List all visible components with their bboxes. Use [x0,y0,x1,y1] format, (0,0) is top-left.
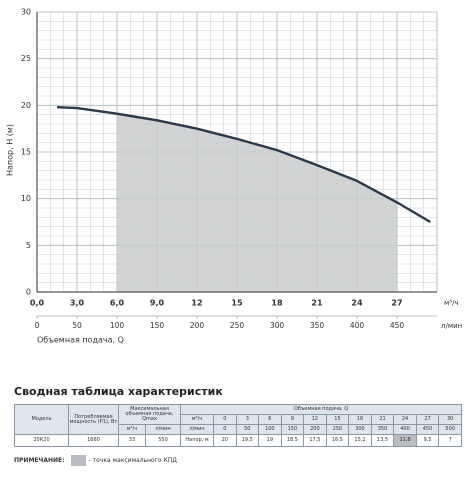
y-tick-label: 5 [26,241,31,250]
header-cell: Объемная подача, Q [180,404,462,415]
x2-tick-label: 150 [150,321,165,330]
x-tick-label: 9,0 [150,299,165,308]
table-cell: 9 [280,414,305,425]
x-tick-label: 6,0 [110,299,125,308]
x-tick-label: 24 [351,299,363,308]
table-cell: 350 [370,424,395,435]
note: ПРИМЕЧАНИЕ: - точка максимального КПД [14,455,177,466]
table-cell: 21 [370,414,395,425]
table-cell: 300 [348,424,372,435]
table-cell: 24 [393,414,417,425]
table-cell: 250 [325,424,350,435]
note-label: ПРИМЕЧАНИЕ: [14,457,65,464]
x-tick-label: 27 [391,299,402,308]
table-cell: 12 [303,414,327,425]
x2-tick-label: 350 [310,321,325,330]
table-row: 20К20 1660 33 550 Напор, м 20 19,5 19 18,5 17,5 16… [14,434,462,447]
header-cell: м³/ч [118,424,146,435]
x-tick-label: 0,0 [30,299,45,308]
table-cell: 16,5 [325,434,350,447]
table-cell: 150 [280,424,305,435]
table-title: Сводная таблица характеристик [14,385,223,398]
table-cell: 0 [213,424,237,435]
x-tick-label: 18 [271,299,283,308]
x-unit: м³/ч [444,299,459,307]
table-cell: 17,5 [303,434,327,447]
table-cell: 20К20 [14,434,69,447]
table-cell: 33 [118,434,146,447]
table-cell: 19,5 [235,434,260,447]
x-axis-label: Объемная подача, Q [37,336,124,345]
spec-table: Модель Потребляемая мощность (Р1), Вт Ма… [14,404,462,447]
table-cell: 100 [258,424,282,435]
note-swatch [70,455,86,466]
x2-tick-label: 400 [350,321,365,330]
table-cell: 200 [303,424,327,435]
x-tick-label: 12 [191,299,202,308]
table-cell: 27 [415,414,440,425]
x-tick-label: 15 [231,299,243,308]
y-tick-label: 30 [21,8,31,17]
table-cell: Напор, м [180,434,215,447]
x2-tick-label: 250 [230,321,245,330]
table-cell: 11,8 [393,434,417,447]
table-cell: 13,5 [370,434,395,447]
y-tick-label: 25 [21,54,31,63]
table-cell: 30 [438,414,462,425]
table-cell: 450 [415,424,440,435]
table-cell: 1660 [68,434,119,447]
y-axis-label: Напор, Н (м) [6,124,15,176]
header-cell: л/мин [144,424,182,435]
y-tick-label: 20 [21,101,31,110]
table-cell: 15,2 [348,434,372,447]
table-cell: 15 [325,414,350,425]
x2-tick-label: 200 [190,321,205,330]
y-tick-label: 10 [21,194,31,203]
x2-tick-label: 0 [35,321,40,330]
y-tick-label: 15 [21,148,31,157]
table-cell: 18 [348,414,372,425]
table-cell: 19 [258,434,282,447]
table-cell: 18,5 [280,434,305,447]
x-tick-label: 3,0 [70,299,85,308]
table-cell: 6 [258,414,282,425]
table-cell: 3 [235,414,260,425]
efficiency-area [117,113,397,292]
chart: Напор, Н (м) м³/ч л/мин Объемная подача,… [6,8,463,345]
table-cell: 9,5 [415,434,440,447]
table-cell: 400 [393,424,417,435]
header-cell: м³/ч [180,414,215,425]
header-cell: л/мин [180,424,215,435]
x-tick-label: 21 [311,299,323,308]
x2-tick-label: 450 [390,321,405,330]
y-tick-label: 0 [26,288,31,297]
x2-tick-label: 300 [270,321,285,330]
note-text: - точка максимального КПД [88,457,177,464]
x2-unit: л/мин [441,322,462,330]
table-cell: 50 [235,424,260,435]
table-cell: 7 [438,434,462,447]
table-cell: 20 [213,434,237,447]
header-cell: Потребляемая мощность (Р1), Вт [68,404,119,435]
table-cell: 0 [213,414,237,425]
table-cell: 550 [144,434,182,447]
header-cell: Модель [14,404,69,435]
curve [56,106,431,224]
x2-tick-label: 50 [72,321,82,330]
table-cell: 500 [438,424,462,435]
x2-tick-label: 100 [110,321,125,330]
header-cell: Максимальная объемная подача, Qmax [117,404,182,425]
